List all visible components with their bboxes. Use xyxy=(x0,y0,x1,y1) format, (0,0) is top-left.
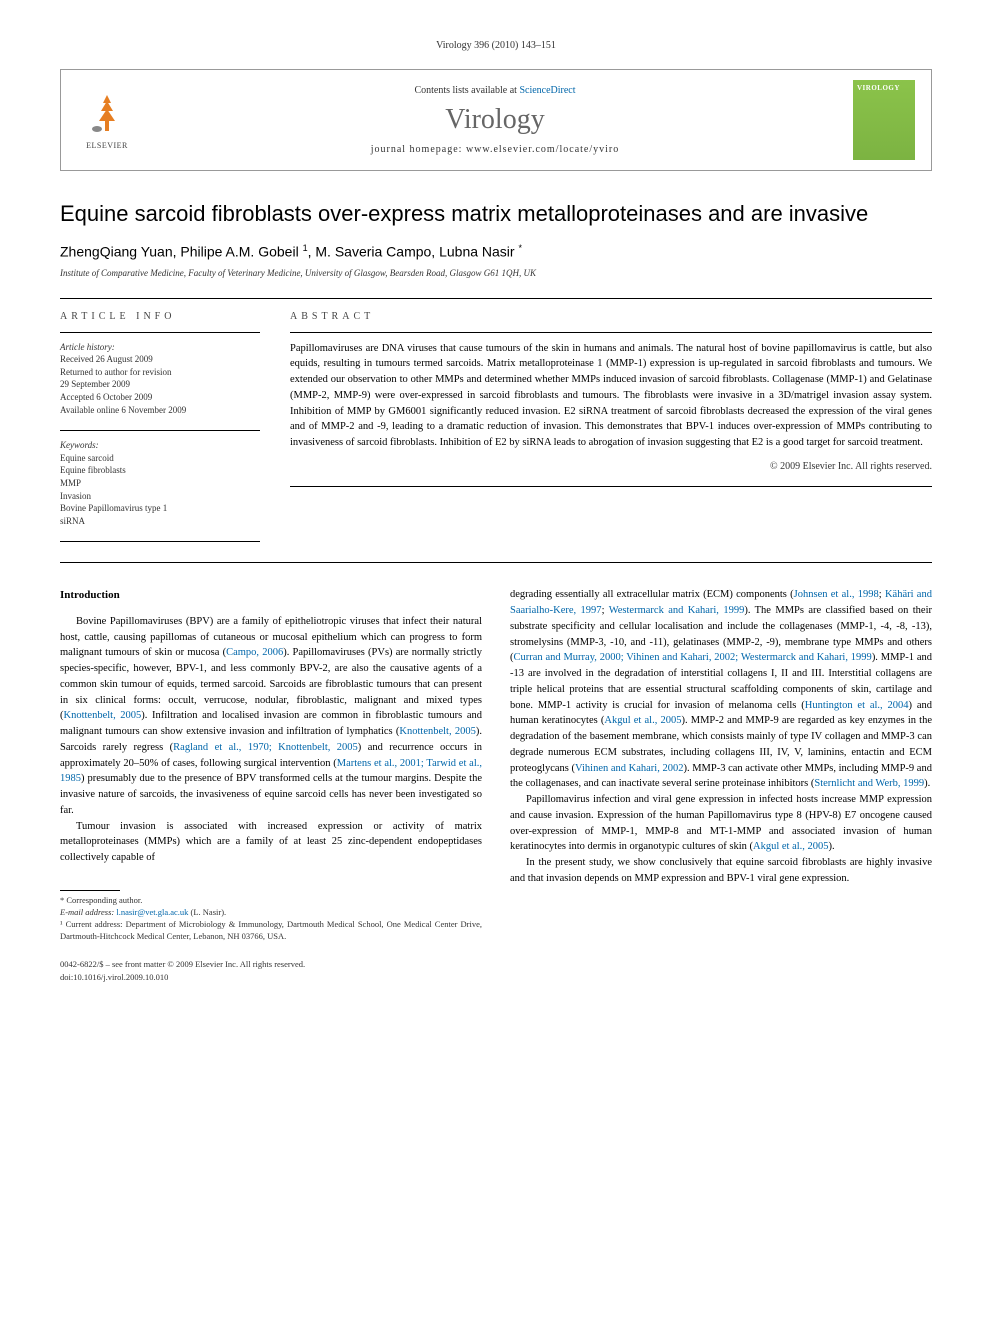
affiliation: Institute of Comparative Medicine, Facul… xyxy=(60,268,932,278)
journal-homepage-line: journal homepage: www.elsevier.com/locat… xyxy=(137,144,853,155)
abstract-header: ABSTRACT xyxy=(290,311,932,322)
abstract-text: Papillomaviruses are DNA viruses that ca… xyxy=(290,341,932,451)
author-address-note: ¹ Current address: Department of Microbi… xyxy=(60,919,482,943)
corresponding-footer: * Corresponding author. E-mail address: … xyxy=(60,890,482,943)
contents-prefix: Contents lists available at xyxy=(414,85,519,96)
body-paragraph: degrading essentially all extracellular … xyxy=(510,587,932,792)
body-column-left: Introduction Bovine Papillomaviruses (BP… xyxy=(60,587,482,984)
divider xyxy=(60,562,932,563)
divider xyxy=(60,298,932,299)
abstract-column: ABSTRACT Papillomaviruses are DNA viruse… xyxy=(290,311,932,551)
keywords-block: Keywords: Equine sarcoidEquine fibroblas… xyxy=(60,439,260,527)
divider xyxy=(290,332,932,333)
elsevier-logo: ELSEVIER xyxy=(77,85,137,155)
history-line: Accepted 6 October 2009 xyxy=(60,391,260,404)
keyword-line: Equine fibroblasts xyxy=(60,464,260,477)
body-paragraph: Bovine Papillomaviruses (BPV) are a fami… xyxy=(60,614,482,819)
body-paragraph: In the present study, we show conclusive… xyxy=(510,855,932,887)
elsevier-tree-icon xyxy=(83,91,131,139)
article-history-label: Article history: xyxy=(60,341,260,354)
article-info-header: ARTICLE INFO xyxy=(60,311,260,322)
issn-line: 0042-6822/$ – see front matter © 2009 El… xyxy=(60,958,482,971)
keyword-line: Invasion xyxy=(60,490,260,503)
history-line: Returned to author for revision xyxy=(60,366,260,379)
email-label: E-mail address: xyxy=(60,907,114,917)
journal-name: Virology xyxy=(137,104,853,136)
keyword-line: Equine sarcoid xyxy=(60,452,260,465)
keyword-line: siRNA xyxy=(60,515,260,528)
corresponding-author-label: * Corresponding author. xyxy=(60,895,482,907)
history-line: Received 26 August 2009 xyxy=(60,353,260,366)
footnote-rule xyxy=(60,890,120,891)
keyword-line: Bovine Papillomavirus type 1 xyxy=(60,502,260,515)
authors-line: ZhengQiang Yuan, Philipe A.M. Gobeil 1, … xyxy=(60,243,932,260)
doi-line: doi:10.1016/j.virol.2009.10.010 xyxy=(60,971,482,984)
article-title: Equine sarcoid fibroblasts over-express … xyxy=(60,201,932,227)
history-line: 29 September 2009 xyxy=(60,378,260,391)
body-paragraph: Papillomavirus infection and viral gene … xyxy=(510,792,932,855)
sciencedirect-link[interactable]: ScienceDirect xyxy=(519,85,575,96)
history-line: Available online 6 November 2009 xyxy=(60,404,260,417)
divider xyxy=(60,430,260,431)
divider xyxy=(60,332,260,333)
divider xyxy=(290,486,932,487)
keyword-line: MMP xyxy=(60,477,260,490)
homepage-url: www.elsevier.com/locate/yviro xyxy=(466,144,619,155)
keywords-label: Keywords: xyxy=(60,439,260,452)
issn-doi-block: 0042-6822/$ – see front matter © 2009 El… xyxy=(60,958,482,984)
introduction-heading: Introduction xyxy=(60,587,482,604)
article-info-column: ARTICLE INFO Article history: Received 2… xyxy=(60,311,260,551)
corresponding-email-link[interactable]: l.nasir@vet.gla.ac.uk xyxy=(116,907,188,917)
cover-label: VIROLOGY xyxy=(857,84,911,92)
email-person: (L. Nasir). xyxy=(191,907,227,917)
article-history-block: Article history: Received 26 August 2009… xyxy=(60,341,260,417)
homepage-prefix: journal homepage: xyxy=(371,144,466,155)
body-paragraph: Tumour invasion is associated with incre… xyxy=(60,819,482,866)
body-columns: Introduction Bovine Papillomaviruses (BP… xyxy=(60,587,932,984)
body-column-right: degrading essentially all extracellular … xyxy=(510,587,932,984)
journal-cover-thumbnail: VIROLOGY xyxy=(853,80,915,160)
journal-reference: Virology 396 (2010) 143–151 xyxy=(60,40,932,51)
elsevier-label: ELSEVIER xyxy=(86,141,128,150)
contents-available-line: Contents lists available at ScienceDirec… xyxy=(137,85,853,96)
divider xyxy=(60,541,260,542)
abstract-copyright: © 2009 Elsevier Inc. All rights reserved… xyxy=(290,461,932,472)
journal-header-box: ELSEVIER Contents lists available at Sci… xyxy=(60,69,932,171)
